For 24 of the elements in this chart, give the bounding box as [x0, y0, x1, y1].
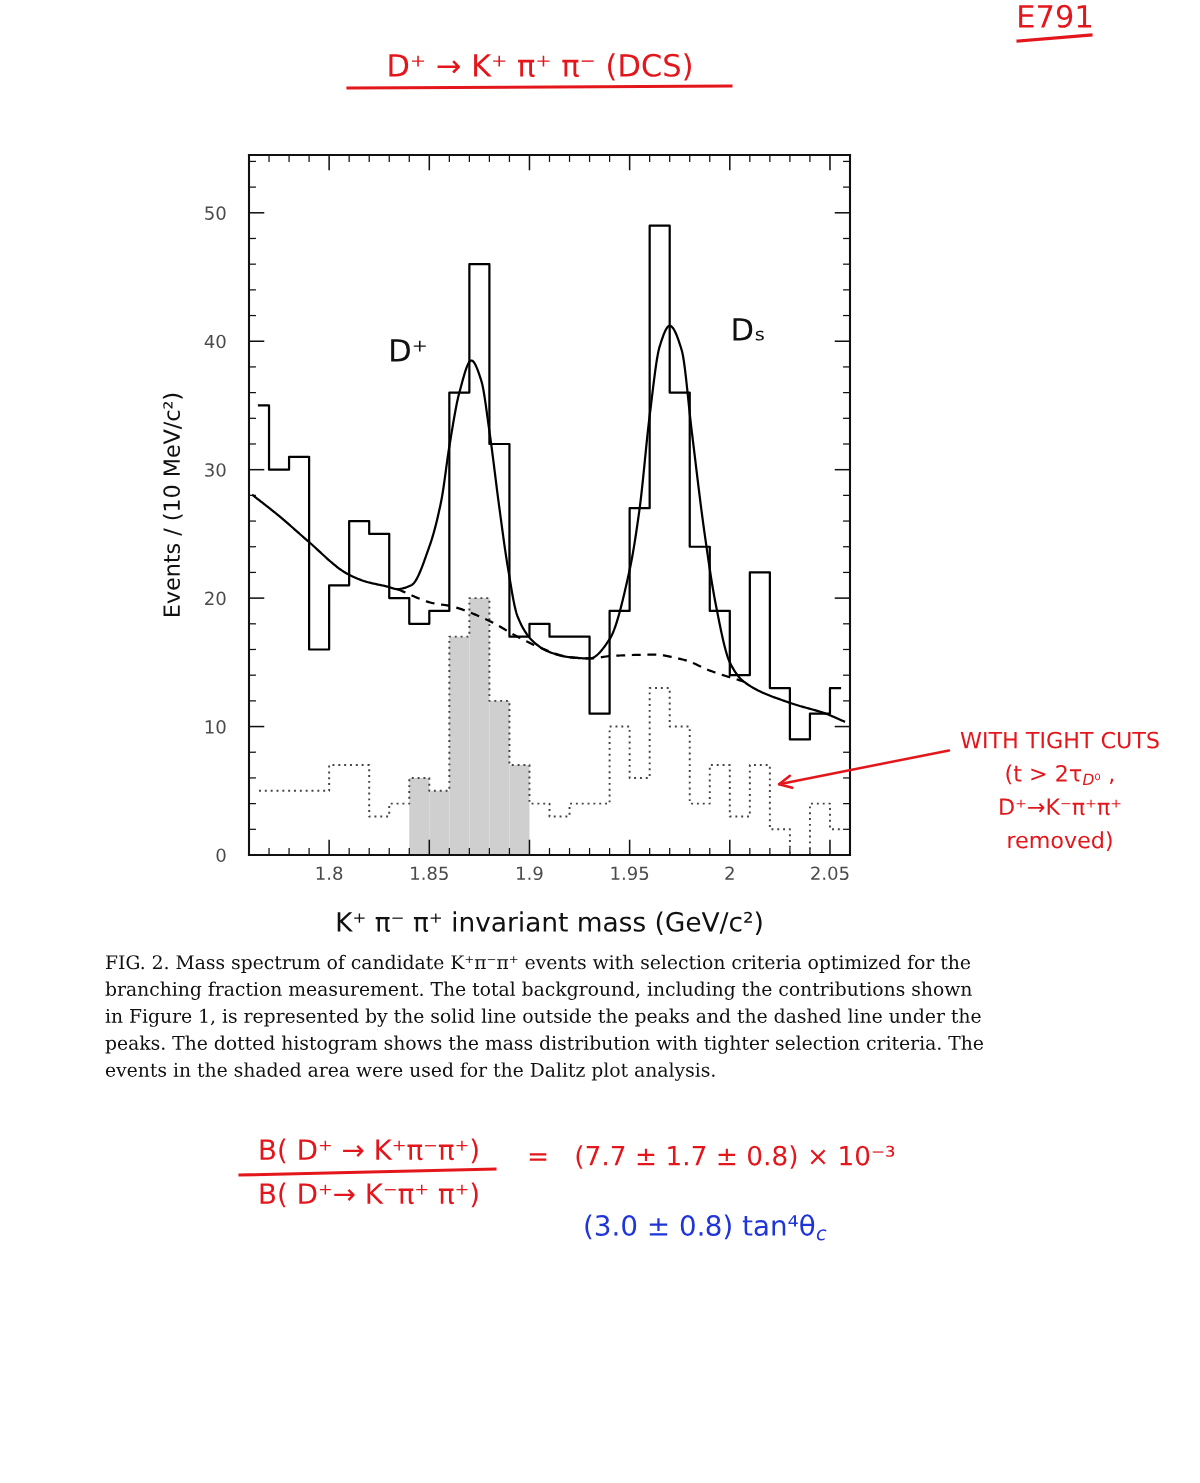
text: B( D⁺→ K⁻π⁺ π⁺) [260, 1182, 478, 1208]
text: B( D⁺ → K⁺π⁻π⁺) [260, 1138, 478, 1164]
x-tick-label: 1.85 [411, 866, 448, 881]
x-tick-label: 2.05 [811, 866, 849, 881]
text: = (7.7 ± 1.7 ± 0.8) × 10⁻³ [529, 1145, 895, 1169]
x-tick-label: 1.95 [611, 866, 649, 881]
x-tick-label: 1.9 [517, 866, 543, 881]
x-axis-title: K⁺ π⁻ π⁺ invariant mass (GeV/c²) [337, 911, 762, 935]
y-tick-label: 50 [205, 206, 226, 220]
y-tick-label: 10 [205, 720, 226, 734]
x-tick-label: 2 [725, 866, 734, 880]
caption: FIG. 2. Mass spectrum of candidate K⁺π⁻π⁺ events with selection criteria optimized for the branching fraction measurement. The total background, including the contributions shown in Figure 1, is represented by the solid line outside the peaks and the dashed line under the peaks. The dotted histogram shows the mass distribution with tighter selection criteria. The events in the shaded area were used for the Dalitz plot analysis. [105, 954, 983, 1081]
y-tick-label: 40 [204, 334, 226, 349]
chart-title: D⁺ → K⁺ π⁺ π⁻ (DCS) [389, 53, 691, 81]
annotation: D⁺ [391, 339, 426, 362]
annotation: Dₛ [733, 318, 764, 341]
y-tick-label: 30 [205, 463, 226, 477]
text: E791 [1019, 4, 1091, 28]
y-tick-label: 20 [205, 591, 226, 606]
text: WITH TIGHT CUTS (t > 2τ$_{D⁰}$ , D⁺→K⁻π⁺π⁺ removed) [960, 731, 1159, 852]
x-tick-label: 1.8 [316, 866, 343, 881]
text: (3.0 ± 0.8) tan⁴θ$_{c}$ [585, 1214, 827, 1241]
y-axis-title: Events / (10 MeV/c²) [162, 393, 183, 616]
y-tick-label: 0 [216, 848, 226, 863]
